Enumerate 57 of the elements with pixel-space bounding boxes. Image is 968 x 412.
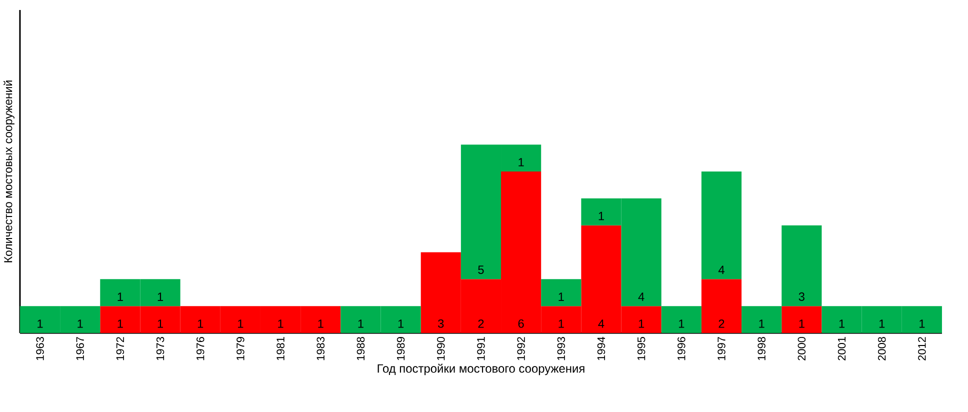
x-tick-label: 2012 xyxy=(918,337,926,360)
x-tick-label: 1988 xyxy=(356,337,365,360)
data-label: 1 xyxy=(238,320,244,328)
x-tick-label: 1995 xyxy=(637,336,646,360)
data-label: 2 xyxy=(478,319,484,328)
data-label: 1 xyxy=(118,292,123,301)
data-label: 4 xyxy=(598,320,604,328)
y-axis-title: Количество мостовых сооружений xyxy=(4,80,14,262)
x-tick-label: 1976 xyxy=(196,337,204,360)
x-tick-label: 2008 xyxy=(878,337,886,360)
data-label: 1 xyxy=(118,320,123,328)
data-label: 2 xyxy=(718,319,724,328)
x-tick-label: 1967 xyxy=(76,337,84,360)
data-label: 1 xyxy=(799,320,804,328)
data-label: 4 xyxy=(638,292,644,301)
data-label: 3 xyxy=(438,319,444,328)
x-tick-label: 1981 xyxy=(276,337,284,360)
data-label: 1 xyxy=(158,320,164,328)
x-tick-label: 1973 xyxy=(156,337,164,360)
x-tick-label: 1991 xyxy=(477,337,485,360)
x-tick-label: 1996 xyxy=(678,337,686,360)
data-label: 1 xyxy=(358,320,364,328)
x-tick-label: 1990 xyxy=(437,336,445,360)
data-label: 6 xyxy=(518,319,524,328)
x-tick-label: 1992 xyxy=(517,337,525,360)
x-tick-label: 1983 xyxy=(316,337,324,360)
x-tick-label: 1997 xyxy=(718,337,726,360)
x-tick-label: 1989 xyxy=(396,337,405,360)
data-label: 1 xyxy=(759,320,764,328)
x-tick-label: 1998 xyxy=(758,337,766,360)
data-label: 1 xyxy=(38,320,43,328)
data-label: 1 xyxy=(879,320,885,328)
x-tick-label: 1972 xyxy=(116,337,124,360)
data-label: 1 xyxy=(198,320,204,328)
data-label: 1 xyxy=(598,212,604,220)
data-label: 1 xyxy=(158,292,164,301)
x-tick-label: 1994 xyxy=(597,336,606,360)
data-label: 1 xyxy=(398,320,404,328)
data-label: 5 xyxy=(478,266,484,274)
x-tick-label: 2000 xyxy=(798,336,806,360)
data-label: 1 xyxy=(839,320,844,328)
x-tick-label: 2001 xyxy=(838,337,846,360)
data-label: 1 xyxy=(678,320,684,328)
data-label: 1 xyxy=(638,320,644,328)
data-label: 3 xyxy=(798,292,804,301)
x-tick-label: 1993 xyxy=(557,337,566,360)
data-label: 1 xyxy=(558,320,564,328)
data-label: 1 xyxy=(518,158,524,166)
x-tick-label: 1979 xyxy=(236,337,244,360)
data-label: 4 xyxy=(718,266,724,274)
data-label: 1 xyxy=(920,320,925,328)
data-label: 1 xyxy=(558,292,564,301)
x-axis-title: Год постройки мостового сооружения xyxy=(378,364,584,376)
data-label: 1 xyxy=(278,320,284,328)
x-tick-label: 1963 xyxy=(36,337,44,360)
data-label: 1 xyxy=(78,320,83,328)
data-label: 1 xyxy=(318,320,324,328)
